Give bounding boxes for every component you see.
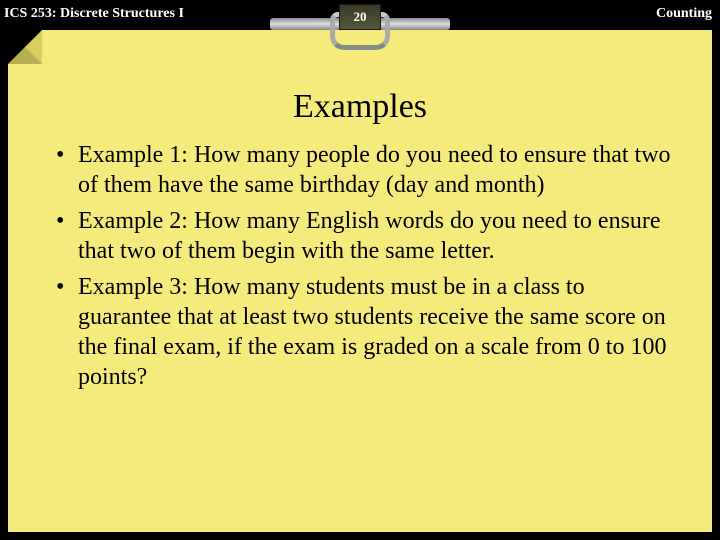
bullet-item: • Example 2: How many English words do y… — [56, 206, 672, 266]
bullet-text: Example 3: How many students must be in … — [78, 272, 672, 392]
bullet-text: Example 1: How many people do you need t… — [78, 140, 672, 200]
slide-number-text: 20 — [354, 9, 367, 25]
bullet-marker: • — [56, 140, 78, 200]
slide-number: 20 — [339, 4, 381, 30]
bullet-text: Example 2: How many English words do you… — [78, 206, 672, 266]
bullet-marker: • — [56, 206, 78, 266]
slide-content: • Example 1: How many people do you need… — [56, 140, 672, 398]
slide-title: Examples — [8, 88, 712, 126]
course-label: ICS 253: Discrete Structures I — [4, 6, 184, 22]
topic-label: Counting — [656, 6, 712, 22]
bullet-marker: • — [56, 272, 78, 392]
slide-body: Examples • Example 1: How many people do… — [8, 30, 712, 532]
bullet-item: • Example 1: How many people do you need… — [56, 140, 672, 200]
page-fold-corner — [8, 30, 42, 64]
bullet-item: • Example 3: How many students must be i… — [56, 272, 672, 392]
